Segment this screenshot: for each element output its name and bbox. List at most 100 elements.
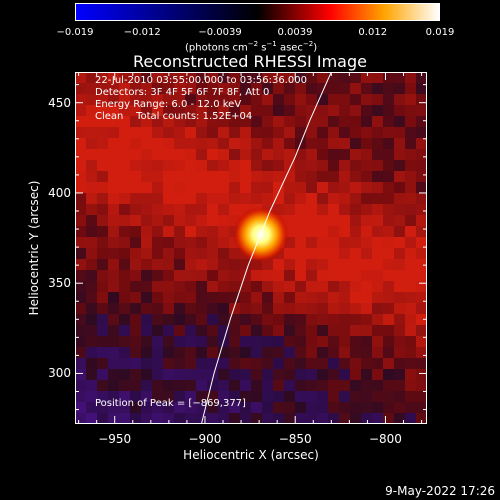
heatmap-cell bbox=[163, 347, 175, 359]
heatmap-cell bbox=[317, 292, 329, 304]
heatmap-cell bbox=[152, 127, 164, 139]
heatmap-cell bbox=[185, 215, 197, 227]
heatmap-cell bbox=[108, 391, 120, 403]
heatmap-cell bbox=[416, 413, 427, 424]
heatmap-cell bbox=[328, 413, 340, 424]
heatmap-cell bbox=[75, 325, 87, 337]
heatmap-cell bbox=[75, 413, 87, 424]
heatmap-cell bbox=[240, 303, 252, 315]
heatmap-cell bbox=[196, 281, 208, 293]
heatmap-cell bbox=[394, 358, 406, 370]
heatmap-cell bbox=[262, 259, 274, 271]
heatmap-cell bbox=[218, 270, 230, 282]
heatmap-cell bbox=[75, 127, 87, 139]
heatmap-cell bbox=[97, 237, 109, 249]
heatmap-cell bbox=[339, 237, 351, 249]
heatmap-cell bbox=[97, 248, 109, 260]
heatmap-cell bbox=[207, 182, 219, 194]
heatmap-cell bbox=[328, 149, 340, 161]
heatmap-cell bbox=[75, 94, 87, 106]
heatmap-cell bbox=[405, 413, 417, 424]
heatmap-cell bbox=[163, 391, 175, 403]
heatmap-cell bbox=[207, 204, 219, 216]
heatmap-cell bbox=[350, 292, 362, 304]
heatmap-cell bbox=[75, 204, 87, 216]
heatmap-cell bbox=[383, 402, 395, 414]
heatmap-cell bbox=[163, 292, 175, 304]
heatmap-cell bbox=[108, 281, 120, 293]
heatmap-cell bbox=[295, 358, 307, 370]
heatmap-cell bbox=[86, 83, 98, 95]
heatmap-cell bbox=[185, 402, 197, 414]
heatmap-cell bbox=[174, 292, 186, 304]
heatmap-cell bbox=[229, 369, 241, 381]
heatmap-cell bbox=[405, 402, 417, 414]
heatmap-cell bbox=[240, 270, 252, 282]
heatmap-cell bbox=[229, 160, 241, 172]
heatmap-cell bbox=[317, 72, 329, 84]
heatmap-cell bbox=[97, 116, 109, 128]
heatmap-cell bbox=[339, 182, 351, 194]
heatmap-cell bbox=[317, 325, 329, 337]
heatmap-cell bbox=[394, 182, 406, 194]
heatmap-cell bbox=[295, 94, 307, 106]
heatmap-cell bbox=[86, 270, 98, 282]
heatmap-cell bbox=[97, 314, 109, 326]
heatmap-cell bbox=[416, 116, 427, 128]
heatmap-cell bbox=[306, 215, 318, 227]
heatmap-cell bbox=[108, 127, 120, 139]
heatmap-cell bbox=[394, 72, 406, 84]
heatmap-cell bbox=[284, 105, 296, 117]
heatmap-cell bbox=[383, 292, 395, 304]
heatmap-cell bbox=[119, 171, 131, 183]
heatmap-cell bbox=[284, 314, 296, 326]
heatmap-cell bbox=[372, 193, 384, 205]
heatmap-cell bbox=[372, 237, 384, 249]
heatmap-cell bbox=[229, 116, 241, 128]
colorbar-tick-label: −0.0039 bbox=[198, 27, 242, 38]
heatmap-cell bbox=[86, 248, 98, 260]
heatmap-cell bbox=[405, 281, 417, 293]
heatmap-cell bbox=[196, 105, 208, 117]
heatmap-cell bbox=[361, 380, 373, 392]
heatmap-cell bbox=[416, 380, 427, 392]
heatmap-cell bbox=[394, 83, 406, 95]
heatmap-cell bbox=[361, 270, 373, 282]
heatmap-cell bbox=[86, 358, 98, 370]
heatmap-cell bbox=[306, 369, 318, 381]
heatmap-cell bbox=[262, 138, 274, 150]
heatmap-cell bbox=[130, 127, 142, 139]
heatmap-cell bbox=[185, 259, 197, 271]
heatmap-cell bbox=[416, 127, 427, 139]
heatmap-cell bbox=[394, 413, 406, 424]
heatmap-cell bbox=[86, 204, 98, 216]
heatmap-cell bbox=[416, 215, 427, 227]
heatmap-cell bbox=[75, 237, 87, 249]
heatmap-cell bbox=[273, 259, 285, 271]
heatmap-cell bbox=[262, 193, 274, 205]
heatmap-cell bbox=[405, 292, 417, 304]
heatmap-cell bbox=[383, 369, 395, 381]
heatmap-cell bbox=[361, 303, 373, 315]
heatmap-cell bbox=[350, 347, 362, 359]
heatmap-cell bbox=[240, 380, 252, 392]
heatmap-cell bbox=[416, 237, 427, 249]
heatmap-cell bbox=[218, 259, 230, 271]
heatmap-cell bbox=[207, 83, 219, 95]
heatmap-cell bbox=[350, 171, 362, 183]
heatmap-cell bbox=[97, 105, 109, 117]
heatmap-cell bbox=[163, 336, 175, 348]
heatmap-cell bbox=[339, 193, 351, 205]
heatmap-cell bbox=[196, 94, 208, 106]
heatmap-cell bbox=[262, 83, 274, 95]
heatmap-cell bbox=[295, 380, 307, 392]
heatmap-cell bbox=[383, 248, 395, 260]
heatmap-cell bbox=[295, 127, 307, 139]
heatmap-cell bbox=[394, 325, 406, 337]
heatmap-cell bbox=[383, 149, 395, 161]
heatmap-cell bbox=[251, 413, 263, 424]
heatmap-cell bbox=[273, 83, 285, 95]
heatmap-cell bbox=[75, 358, 87, 370]
heatmap-cell bbox=[372, 303, 384, 315]
heatmap-cell bbox=[284, 402, 296, 414]
